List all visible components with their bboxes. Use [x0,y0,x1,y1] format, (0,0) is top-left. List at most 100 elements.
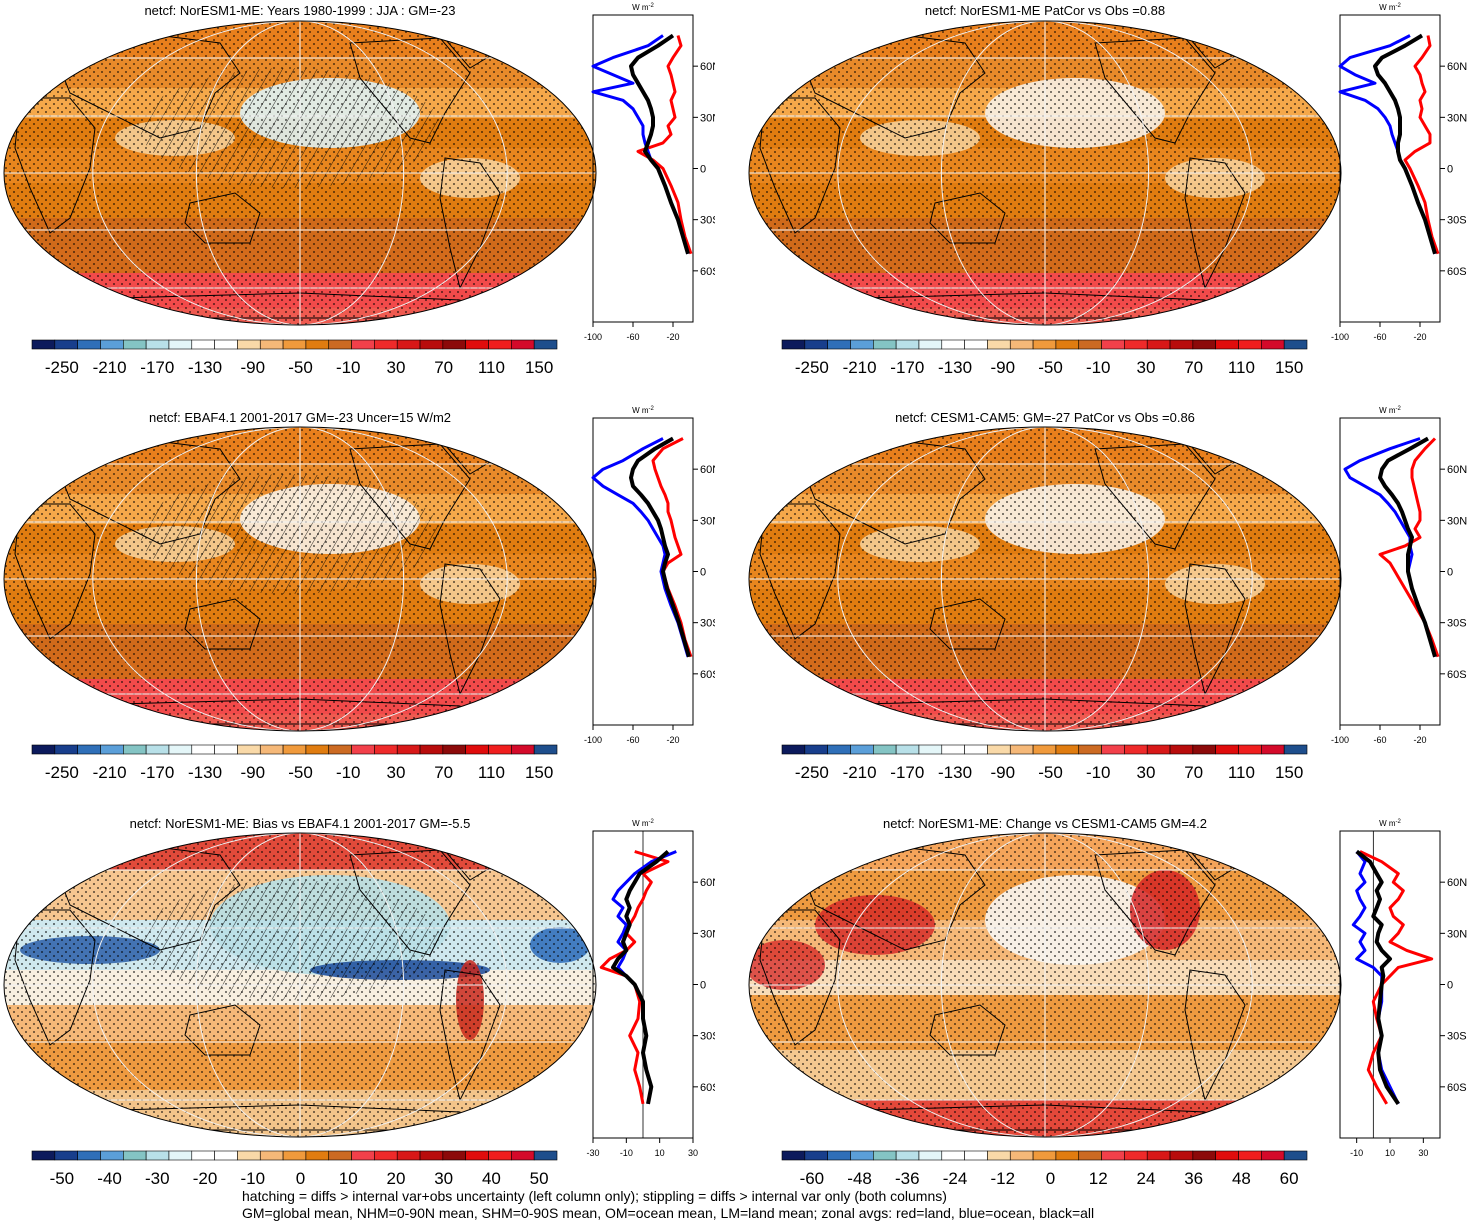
zonal-xtick-label: 10 [1385,1148,1395,1158]
zonal-series-land [1359,850,1434,1105]
colorbar-swatch [804,744,828,755]
zonal-xtick-label: -100 [584,735,602,745]
zonal-xtick-label: -100 [1331,735,1349,745]
colorbar-label: -50 [1038,358,1063,377]
panel-title-1: netcf: NorESM1-ME: Years 1980-1999 : JJA… [144,3,456,18]
zonal-series-land [636,35,693,255]
colorbar-label: 30 [386,763,405,782]
colorbar-swatch [941,1150,965,1161]
colorbar-4: -250 -210 -170 -130 -90 -50 -10 30 70 110 150 [781,744,1308,782]
colorbar-label: -10 [336,763,361,782]
colorbar-swatch [1146,744,1171,755]
colorbar-label: -10 [1086,763,1111,782]
colorbar-swatch [282,1150,307,1161]
colorbar-swatch [419,339,444,350]
colorbar-swatch [873,1150,897,1161]
colorbar-swatch [351,744,375,755]
colorbar-label: 70 [434,358,453,377]
zonal-ytick-label: 60N [700,877,715,889]
colorbar-swatch [214,1150,238,1161]
colorbar-swatch [964,1150,988,1161]
zonal-ytick-label: 60N [1447,61,1467,73]
colorbar-swatch [1032,1150,1057,1161]
colorbar-swatch [987,744,1011,755]
zonal-plot-1: W m-2 60N 30N 0 30S 60S -100 -60 -20 [584,3,715,342]
zonal-ytick-label: 30N [700,928,715,940]
zonal-xtick-label: -100 [1331,332,1349,342]
colorbar-label: 110 [478,358,505,377]
colorbar-label: 30 [1136,763,1155,782]
zonal-series-land [1378,437,1440,658]
colorbar-swatch [895,1150,920,1161]
colorbar-swatch [1169,339,1194,350]
colorbar-swatch [259,339,284,350]
zonal-series-all [1355,849,1400,1106]
colorbar-swatch [1124,339,1148,350]
colorbar-swatch [1215,339,1239,350]
colorbar-swatch [941,744,965,755]
zonal-ytick-label: 0 [1447,164,1453,176]
zonal-xtick-label: -20 [1413,332,1426,342]
colorbar-swatch [374,339,398,350]
colorbar-swatch [237,1150,261,1161]
map-outline [3,426,597,732]
colorbar-swatch [850,744,874,755]
zonal-unit-label: W m-2 [1379,406,1401,415]
zonal-xtick-label: 30 [688,1148,698,1158]
map-field [4,427,596,731]
colorbar-swatch [123,339,147,350]
colorbar-swatch [1261,744,1285,755]
zonal-unit-label: W m-2 [1379,3,1401,12]
colorbar-label: 70 [1184,358,1203,377]
zonal-ytick-label: 60S [1447,266,1467,278]
colorbar-label: -250 [45,763,79,782]
colorbar-swatch [191,744,215,755]
zonal-ytick-label: 0 [700,164,706,176]
colorbar-swatch [987,339,1011,350]
zonal-ytick-label: 60S [1447,669,1467,681]
zonal-series-ocean [591,34,690,255]
colorbar-swatch [533,1150,558,1161]
colorbar-swatch [31,339,56,350]
colorbar-swatch [533,744,558,755]
colorbar-label: 110 [1228,763,1255,782]
colorbar-swatch [1009,1150,1034,1161]
zonal-ytick-label: 30S [700,215,715,227]
colorbar-swatch [964,744,988,755]
panel-title-6: netcf: NorESM1-ME: Change vs CESM1-CAM5 … [882,816,1208,831]
zonal-ytick-label: 60S [700,1082,715,1094]
colorbar-swatch [374,1150,398,1161]
colorbar-swatch [442,339,466,350]
colorbar-swatch [918,339,943,350]
colorbar-label: -210 [93,763,127,782]
colorbar-swatch [895,339,920,350]
colorbar-label: 30 [434,1169,453,1188]
colorbar-label: -10 [336,358,361,377]
colorbar-swatch [1169,744,1194,755]
colorbar-label: -90 [240,358,265,377]
colorbar-label: -210 [93,358,127,377]
colorbar-swatch [987,1150,1011,1161]
zonal-ytick-label: 30N [1447,928,1467,940]
colorbar-label: -50 [1038,763,1063,782]
zonal-series-ocean [591,437,690,658]
colorbar-swatch [145,1150,170,1161]
colorbar-swatch [941,339,965,350]
colorbar-swatch [1261,339,1285,350]
colorbar-swatch [305,339,330,350]
colorbar-label: -130 [938,358,972,377]
colorbar-3: -250 -210 -170 -130 -90 -50 -10 30 70 110 150 [31,744,558,782]
colorbar-swatch [1146,339,1171,350]
colorbar-swatch [1146,1150,1171,1161]
zonal-xtick-label: -60 [626,332,639,342]
colorbar-swatch [1055,1150,1080,1161]
map-outline [748,832,1342,1138]
colorbar-swatch [1009,339,1034,350]
zonal-series-all [1378,436,1437,658]
zonal-ytick-label: 0 [1447,567,1453,579]
zonal-xtick-label: -20 [666,735,679,745]
colorbar-swatch [31,744,56,755]
zonal-plot-5: W m-2 60N 30N 0 30S 60S -30 -10 10 30 [586,819,715,1158]
colorbar-label: 0 [296,1169,305,1188]
colorbar-swatch [328,1150,352,1161]
